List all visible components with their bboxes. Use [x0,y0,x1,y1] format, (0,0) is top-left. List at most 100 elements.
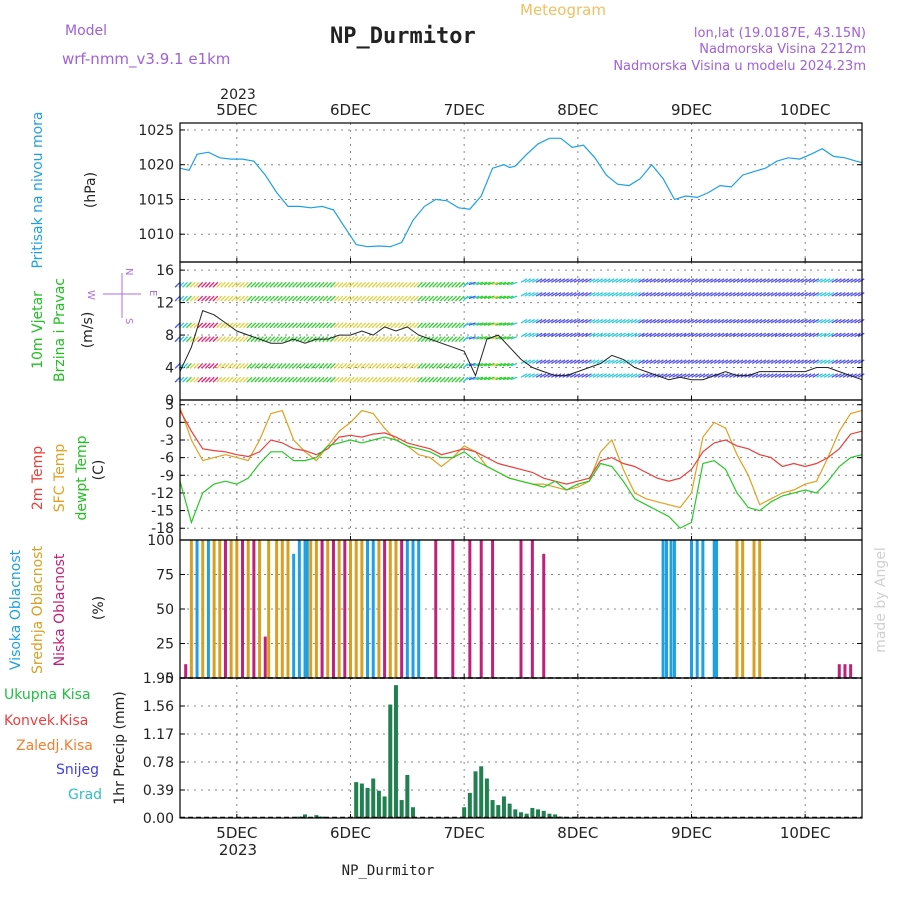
wind-arrow [464,281,472,286]
cloud-bar-2 [451,540,455,678]
wind-arrow [382,336,389,343]
wind-arrow [174,376,181,383]
wind-arrow [182,322,189,329]
wind-arrow [360,376,367,383]
wind-arrow [592,373,600,378]
wind-arrow [838,373,846,378]
wind-arrow [528,359,535,365]
wind-arrow [782,373,789,378]
wind-arrow [596,292,604,297]
plot-area: 10101015102010250481216-18-15-12-9-6-303… [138,101,865,842]
wind-arrow [816,373,823,378]
wind-arrow [645,292,653,297]
wind-arrow [638,292,645,297]
wind-arrow [394,363,401,369]
wind-arrow [480,281,488,286]
wind-arrow [842,318,850,324]
wind-arrow [333,363,340,369]
wind-arrow [581,278,589,283]
wind-arrow [641,292,649,297]
wind-arrow [483,336,491,340]
wind-arrow [857,318,865,324]
wind-arrow [432,376,439,383]
wind-arrow [182,376,189,383]
wind-arrow [532,292,539,297]
wind-arrow [676,359,683,365]
wind-arrow [569,278,577,283]
wind-arrow [528,278,535,283]
wind-arrow [326,281,333,288]
wind-arrow [413,295,420,302]
wind-arrow [371,281,378,288]
wind-arrow [835,318,842,324]
wind-arrow [231,336,238,343]
wind-arrow [641,318,649,324]
wind-arrow [303,295,310,302]
model-name: wrf-nmm_v3.9.1 e1km [62,50,230,69]
wind-arrow [838,359,846,365]
wind-arrow [193,336,200,343]
wind-arrow [375,295,382,302]
wind-arrow [447,376,454,383]
wind-arrow [265,376,272,383]
wind-arrow [483,362,491,367]
wind-arrow [499,295,507,300]
wind-arrow [502,376,510,381]
wind-arrow [850,292,858,297]
wind-arrow [447,281,454,288]
cloud-label-mid: Srednja Oblacnost [30,546,46,674]
wind-arrow [491,322,499,326]
wind-arrow [273,363,279,369]
wind-arrow [510,362,518,367]
wind-arrow [524,332,532,338]
wind-arrow [227,295,234,302]
temp-ytick-label-5: -3 [160,433,174,449]
wind-arrow [729,278,736,283]
wind-arrow [626,318,634,324]
wind-arrow [645,332,653,338]
wind-arrow [189,363,196,369]
wind-arrow [341,322,348,329]
wind-arrow [535,278,543,283]
wind-arrow [532,318,539,324]
wind-arrow [857,292,865,297]
wind-arrow [797,359,804,365]
wind-arrow [341,336,348,343]
wind-arrow [499,281,507,286]
wind-arrow [299,295,306,302]
wind-arrow [223,363,230,369]
wind-arrow [201,322,207,329]
wind-arrow [702,373,710,378]
wind-arrow [748,359,755,365]
wind-arrow [763,373,770,378]
precip-legend-snow: Snijeg [56,762,99,778]
wind-arrow [439,363,446,369]
wind-arrow [838,332,846,338]
wind-arrow [276,322,283,329]
wind-arrow [242,281,249,288]
wind-arrow [638,318,645,324]
cloud-bar-0 [405,540,409,678]
model-elevation-label: Nadmorska Visina u modelu 2024.23m [613,59,866,74]
wind-arrow [850,278,858,283]
wind-arrow [619,318,626,324]
wind-arrow [231,295,238,302]
cloud-bar-1 [229,540,233,678]
wind-arrow [451,336,458,343]
product-title: Meteogram [520,1,606,19]
wind-arrow [257,363,264,369]
wind-arrow [539,278,547,283]
wind-arrow [468,322,476,326]
wind-arrow [250,295,257,302]
wind-arrow [382,363,389,369]
wind-arrow [227,281,234,288]
wind-arrow [235,363,242,369]
precip-bar [530,807,535,818]
wind-arrow [691,373,698,378]
cloud-bar-1 [758,540,762,678]
wind-arrow [676,278,683,283]
precip-bar [462,807,467,818]
wind-arrow [539,332,547,338]
wind-arrow [499,362,507,367]
wind-arrow [409,376,416,383]
